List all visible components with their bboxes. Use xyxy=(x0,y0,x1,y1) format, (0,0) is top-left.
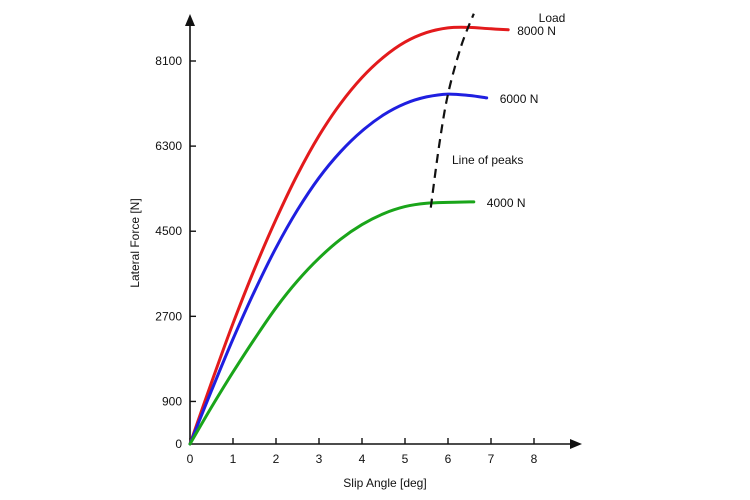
series-label-2: 4000 N xyxy=(487,196,526,210)
y-tick-label: 6300 xyxy=(155,139,182,153)
series-line-0 xyxy=(188,25,510,446)
x-tick-label: 1 xyxy=(230,452,237,466)
x-tick-label: 2 xyxy=(273,452,280,466)
peak-line-label: Line of peaks xyxy=(452,153,523,167)
x-tick-label: 8 xyxy=(531,452,538,466)
ticks: 0 1 2 3 4 5 6 7 8 0 900 2700 4500 6300 8100 xyxy=(155,54,537,466)
x-tick-label: 5 xyxy=(402,452,409,466)
y-axis-title: Lateral Force [N] xyxy=(128,198,142,287)
y-tick-label: 0 xyxy=(175,437,182,451)
line-of-peaks xyxy=(429,13,475,208)
x-axis-arrow xyxy=(570,439,582,449)
series-labels: 8000 N 6000 N 4000 N xyxy=(487,24,556,210)
series-label-1: 6000 N xyxy=(500,92,539,106)
y-tick-label: 4500 xyxy=(155,224,182,238)
axes xyxy=(185,14,582,449)
series-line-2 xyxy=(188,200,476,446)
legend-title: Load xyxy=(539,11,566,25)
x-tick-label: 7 xyxy=(488,452,495,466)
x-tick-label: 6 xyxy=(445,452,452,466)
x-tick-label: 0 xyxy=(187,452,194,466)
x-axis-title: Slip Angle [deg] xyxy=(343,476,426,490)
series-label-0: 8000 N xyxy=(517,24,556,38)
y-axis-arrow xyxy=(185,14,195,26)
series-line-1 xyxy=(188,92,489,446)
y-tick-label: 900 xyxy=(162,394,182,408)
x-tick-label: 3 xyxy=(316,452,323,466)
y-tick-label: 2700 xyxy=(155,309,182,323)
series-lines xyxy=(188,25,510,446)
x-tick-label: 4 xyxy=(359,452,366,466)
y-tick-label: 8100 xyxy=(155,54,182,68)
